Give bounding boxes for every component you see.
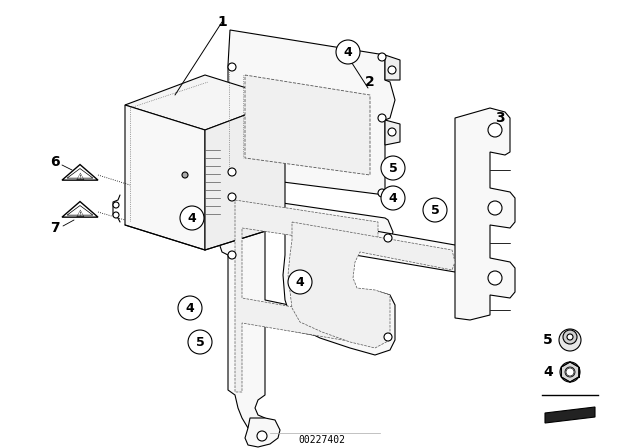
Text: 4: 4 (344, 46, 353, 59)
Circle shape (388, 66, 396, 74)
Circle shape (180, 206, 204, 230)
Circle shape (488, 123, 502, 137)
Circle shape (257, 431, 267, 441)
Circle shape (488, 201, 502, 215)
Circle shape (228, 63, 236, 71)
Circle shape (188, 330, 212, 354)
Circle shape (563, 330, 577, 344)
Text: 1: 1 (217, 15, 227, 29)
Polygon shape (561, 362, 579, 382)
Circle shape (381, 186, 405, 210)
Text: 3: 3 (495, 111, 505, 125)
Text: ⚠: ⚠ (76, 209, 84, 219)
Circle shape (381, 156, 405, 180)
Text: ⚠: ⚠ (76, 172, 84, 182)
Text: 5: 5 (388, 161, 397, 175)
Text: 4: 4 (296, 276, 305, 289)
Circle shape (228, 168, 236, 176)
Circle shape (336, 40, 360, 64)
Circle shape (384, 234, 392, 242)
Polygon shape (125, 105, 205, 250)
Text: 6: 6 (50, 155, 60, 169)
Circle shape (378, 189, 386, 197)
Text: 4: 4 (186, 302, 195, 314)
Circle shape (388, 128, 396, 136)
Text: 7: 7 (50, 221, 60, 235)
Polygon shape (125, 75, 285, 130)
Text: 5: 5 (543, 333, 553, 347)
Circle shape (378, 53, 386, 61)
Circle shape (560, 362, 580, 382)
Circle shape (288, 270, 312, 294)
Polygon shape (62, 202, 98, 217)
Circle shape (113, 202, 119, 208)
Polygon shape (385, 120, 400, 145)
Text: 4: 4 (388, 191, 397, 204)
Polygon shape (205, 100, 285, 250)
Polygon shape (245, 418, 280, 447)
Circle shape (113, 212, 119, 218)
Circle shape (566, 368, 574, 376)
Polygon shape (385, 55, 400, 80)
Text: 5: 5 (196, 336, 204, 349)
Circle shape (423, 198, 447, 222)
Polygon shape (283, 215, 470, 355)
Circle shape (378, 114, 386, 122)
Polygon shape (67, 168, 93, 178)
Circle shape (182, 172, 188, 178)
Polygon shape (235, 200, 378, 392)
Text: 00227402: 00227402 (298, 435, 346, 445)
Polygon shape (62, 164, 98, 180)
Circle shape (178, 296, 202, 320)
Polygon shape (455, 108, 515, 320)
Circle shape (565, 367, 575, 377)
Polygon shape (218, 30, 395, 195)
Polygon shape (545, 407, 595, 423)
Text: 2: 2 (365, 75, 375, 89)
Circle shape (567, 334, 573, 340)
Polygon shape (218, 195, 393, 430)
Polygon shape (67, 206, 93, 215)
Polygon shape (288, 222, 455, 348)
Circle shape (384, 333, 392, 341)
Circle shape (488, 271, 502, 285)
Text: 4: 4 (543, 365, 553, 379)
Circle shape (228, 193, 236, 201)
Circle shape (228, 251, 236, 259)
Text: 5: 5 (431, 203, 440, 216)
Text: 4: 4 (188, 211, 196, 224)
Polygon shape (245, 75, 370, 175)
Circle shape (559, 329, 581, 351)
